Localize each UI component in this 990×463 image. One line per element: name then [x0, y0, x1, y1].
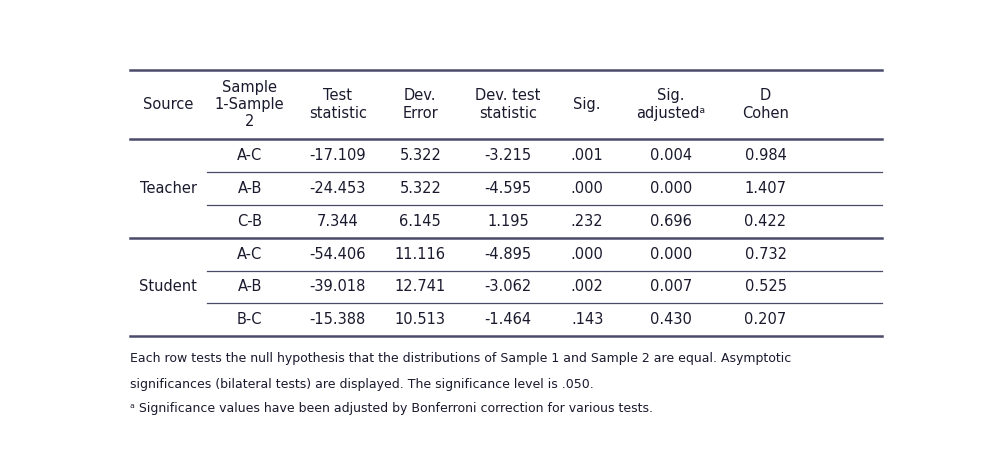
- Text: -4.895: -4.895: [484, 247, 532, 262]
- Text: 0.430: 0.430: [649, 312, 692, 327]
- Text: .000: .000: [570, 247, 604, 262]
- Text: 0.000: 0.000: [649, 181, 692, 196]
- Text: -3.215: -3.215: [484, 148, 532, 163]
- Text: Sig.
adjustedᵃ: Sig. adjustedᵃ: [637, 88, 705, 121]
- Text: ᵃ Significance values have been adjusted by Bonferroni correction for various te: ᵃ Significance values have been adjusted…: [130, 402, 652, 415]
- Text: Dev.
Error: Dev. Error: [402, 88, 439, 121]
- Text: -54.406: -54.406: [310, 247, 366, 262]
- Text: A-C: A-C: [237, 247, 262, 262]
- Text: -17.109: -17.109: [310, 148, 366, 163]
- Text: -4.595: -4.595: [484, 181, 532, 196]
- Text: -39.018: -39.018: [310, 280, 366, 294]
- Text: D
Cohen: D Cohen: [742, 88, 789, 121]
- Text: .002: .002: [570, 280, 604, 294]
- Text: -1.464: -1.464: [484, 312, 532, 327]
- Text: Sample
1-Sample
2: Sample 1-Sample 2: [215, 80, 284, 130]
- Text: Student: Student: [140, 280, 197, 294]
- Text: 1.195: 1.195: [487, 214, 529, 229]
- Text: -24.453: -24.453: [310, 181, 366, 196]
- Text: B-C: B-C: [237, 312, 262, 327]
- Text: .232: .232: [571, 214, 604, 229]
- Text: A-B: A-B: [238, 280, 261, 294]
- Text: .000: .000: [570, 181, 604, 196]
- Text: 0.984: 0.984: [744, 148, 786, 163]
- Text: significances (bilateral tests) are displayed. The significance level is .050.: significances (bilateral tests) are disp…: [130, 378, 594, 391]
- Text: 5.322: 5.322: [399, 148, 442, 163]
- Text: 10.513: 10.513: [395, 312, 446, 327]
- Text: Sig.: Sig.: [573, 97, 601, 112]
- Text: Test
statistic: Test statistic: [309, 88, 367, 121]
- Text: A-C: A-C: [237, 148, 262, 163]
- Text: Teacher: Teacher: [140, 181, 197, 196]
- Text: 0.007: 0.007: [649, 280, 692, 294]
- Text: 1.407: 1.407: [744, 181, 786, 196]
- Text: -15.388: -15.388: [310, 312, 366, 327]
- Text: 11.116: 11.116: [395, 247, 446, 262]
- Text: 12.741: 12.741: [395, 280, 446, 294]
- Text: 5.322: 5.322: [399, 181, 442, 196]
- Text: .001: .001: [571, 148, 604, 163]
- Text: 0.525: 0.525: [744, 280, 786, 294]
- Text: 6.145: 6.145: [399, 214, 442, 229]
- Text: 0.000: 0.000: [649, 247, 692, 262]
- Text: Each row tests the null hypothesis that the distributions of Sample 1 and Sample: Each row tests the null hypothesis that …: [130, 352, 791, 365]
- Text: Dev. test
statistic: Dev. test statistic: [475, 88, 541, 121]
- Text: 0.732: 0.732: [744, 247, 786, 262]
- Text: C-B: C-B: [237, 214, 262, 229]
- Text: 0.696: 0.696: [649, 214, 692, 229]
- Text: 0.422: 0.422: [744, 214, 787, 229]
- Text: .143: .143: [571, 312, 603, 327]
- Text: Source: Source: [144, 97, 193, 112]
- Text: 0.207: 0.207: [744, 312, 787, 327]
- Text: A-B: A-B: [238, 181, 261, 196]
- Text: 0.004: 0.004: [649, 148, 692, 163]
- Text: 7.344: 7.344: [317, 214, 358, 229]
- Text: -3.062: -3.062: [484, 280, 532, 294]
